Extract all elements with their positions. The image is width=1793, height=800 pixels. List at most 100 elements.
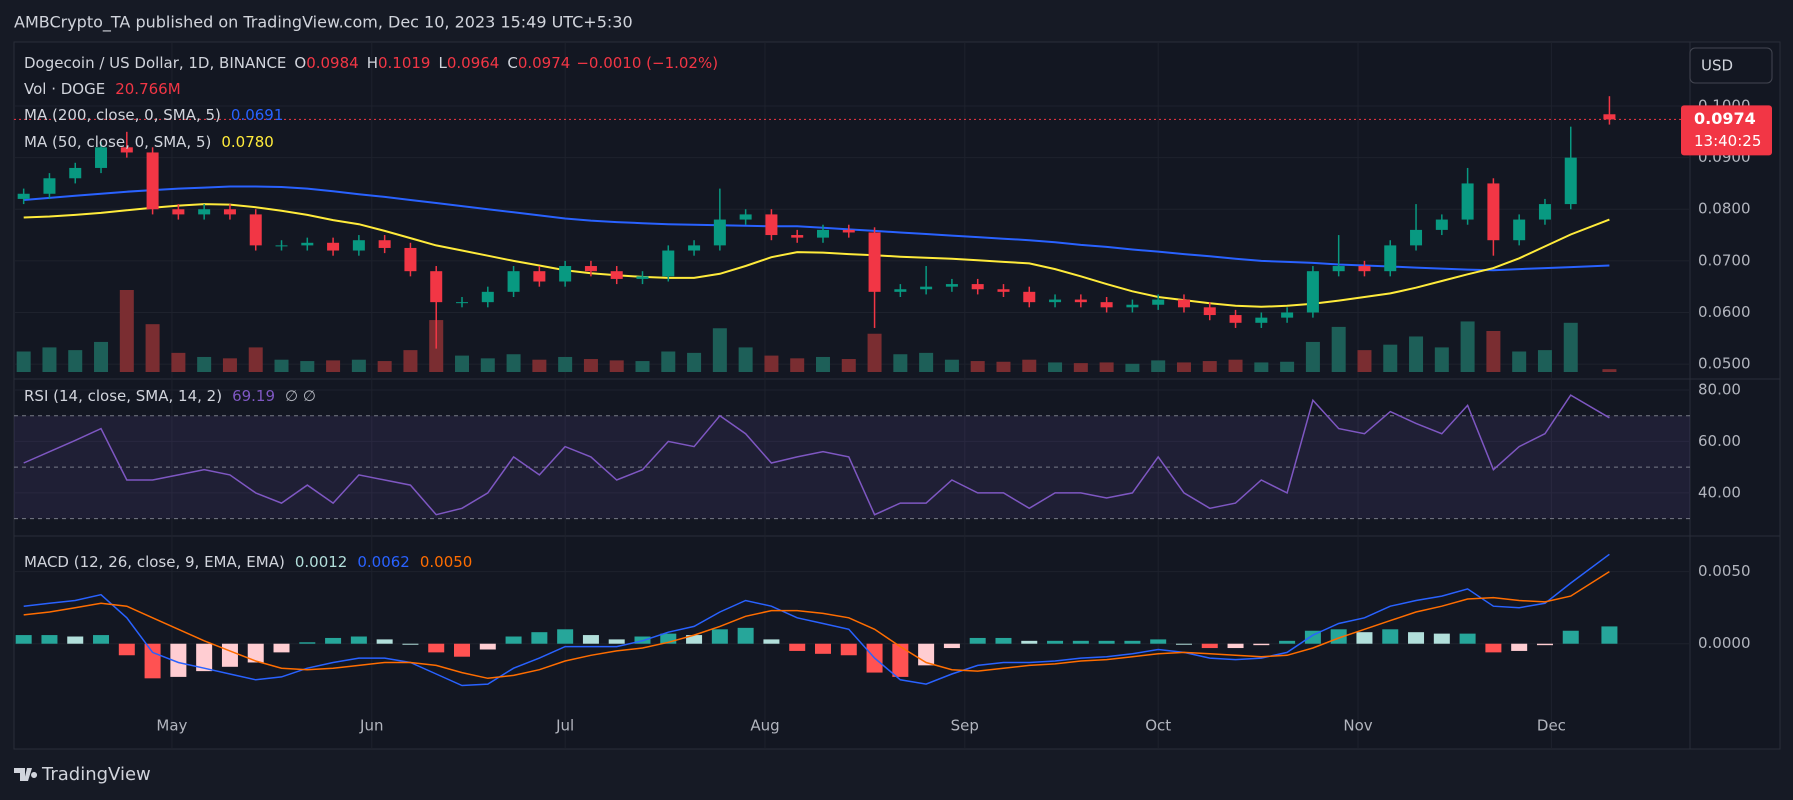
- macd-histogram-bar: [943, 643, 960, 649]
- volume-bar: [558, 356, 573, 372]
- candle-body: [95, 147, 108, 168]
- macd-histogram-bar: [1047, 640, 1064, 644]
- macd-histogram-bar: [1511, 643, 1528, 651]
- x-tick-label: Jun: [359, 717, 383, 735]
- volume-bar: [764, 355, 779, 372]
- macd-histogram-bar: [557, 629, 574, 644]
- volume-bar: [1254, 362, 1269, 372]
- candle-body: [1074, 299, 1087, 303]
- candle-body: [301, 242, 314, 246]
- macd-histogram-bar: [737, 627, 754, 644]
- legend-item: MA (200, close, 0, SMA, 5): [24, 106, 221, 124]
- tradingview-logo: TradingView: [14, 764, 151, 785]
- volume-bar: [738, 347, 753, 372]
- macd-histogram-bar: [1279, 640, 1296, 644]
- candle-body: [275, 245, 288, 247]
- rsi-band: [14, 415, 1690, 519]
- volume-bar: [1022, 359, 1037, 372]
- macd-histogram-bar: [1253, 643, 1270, 646]
- macd-histogram-bar: [1175, 643, 1192, 645]
- volume-bar: [506, 354, 521, 372]
- currency-label[interactable]: USD: [1701, 57, 1733, 75]
- candle-body: [1100, 302, 1113, 308]
- candle-body: [1384, 245, 1397, 272]
- logo-mark: [14, 768, 38, 781]
- macd-histogram-bar: [531, 632, 548, 644]
- candle-body: [584, 266, 597, 272]
- legend-item: −0.0010 (−1.02%): [576, 54, 718, 72]
- x-tick-label: Oct: [1145, 717, 1171, 735]
- volume-bar: [145, 324, 160, 372]
- macd-histogram-bar: [15, 635, 32, 644]
- volume-bar: [1125, 363, 1140, 372]
- volume-bar: [609, 360, 624, 372]
- candle-body: [1049, 299, 1062, 303]
- volume-bar: [1048, 362, 1063, 372]
- candle-body: [636, 276, 649, 279]
- legend-row: RSI (14, close, SMA, 14, 2) 69.19 ∅ ∅: [24, 387, 316, 405]
- legend-item: 20.766M: [115, 80, 180, 98]
- candle-body: [1126, 304, 1139, 308]
- legend-item: RSI (14, close, SMA, 14, 2): [24, 387, 222, 405]
- volume-bar: [1512, 351, 1527, 372]
- volume-bar: [841, 359, 856, 372]
- candle-body: [120, 147, 133, 153]
- volume-bar: [661, 351, 676, 372]
- legend-item: Vol · DOGE: [24, 80, 105, 98]
- macd-histogram-bar: [505, 636, 522, 644]
- volume-bar: [893, 354, 908, 372]
- volume-bar: [1460, 321, 1475, 372]
- y-tick-label: 60.00: [1698, 432, 1741, 450]
- candle-body: [352, 240, 365, 251]
- volume-bar: [1228, 359, 1243, 372]
- volume-bar: [867, 333, 882, 372]
- candle-body: [1306, 271, 1319, 313]
- y-tick-label: 0.0800: [1698, 200, 1751, 218]
- candle-body: [43, 178, 56, 194]
- currency-button[interactable]: [1689, 47, 1773, 84]
- last-price-label: 0.0974: [1694, 109, 1756, 128]
- macd-histogram-bar: [608, 639, 625, 644]
- macd-histogram-bar: [376, 639, 393, 644]
- y-tick-label: 0.0700: [1698, 251, 1751, 269]
- volume-bar: [1099, 362, 1114, 372]
- volume-bar: [351, 359, 366, 372]
- legend-row: Dogecoin / US Dollar, 1D, BINANCE O0.0984…: [24, 54, 718, 72]
- volume-bar: [1073, 363, 1088, 372]
- macd-histogram-bar: [93, 635, 110, 644]
- volume-bar: [403, 350, 418, 372]
- candle-body: [1023, 291, 1036, 303]
- candle-body: [868, 232, 881, 292]
- candle-body: [1281, 312, 1294, 318]
- macd-histogram-bar: [995, 637, 1012, 644]
- macd-histogram-bar: [1459, 633, 1476, 644]
- volume-bar: [119, 290, 134, 372]
- macd-histogram-bar: [1382, 629, 1399, 644]
- volume-bar: [222, 358, 237, 372]
- candle-body: [404, 247, 417, 272]
- macd-histogram-bar: [196, 643, 213, 672]
- y-tick-label: 0.0600: [1698, 303, 1751, 321]
- legend-item: Dogecoin / US Dollar, 1D, BINANCE: [24, 54, 286, 72]
- candle-body: [971, 284, 984, 290]
- legend-item: 0.0050: [420, 553, 473, 571]
- volume-bar: [1305, 341, 1320, 372]
- volume-bar: [326, 360, 341, 372]
- legend-row: Vol · DOGE 20.766M: [24, 80, 181, 98]
- volume-bar: [1434, 347, 1449, 372]
- candle-body: [842, 229, 855, 233]
- volume-bar: [455, 355, 470, 372]
- legend-item: MA (50, close, 0, SMA, 5): [24, 133, 211, 151]
- volume-bar: [171, 352, 186, 372]
- macd-histogram-bar: [402, 643, 419, 645]
- macd-histogram-bar: [969, 637, 986, 644]
- macd-histogram-bar: [1562, 630, 1579, 644]
- candle-body: [739, 214, 752, 220]
- candle-body: [945, 284, 958, 287]
- volume-bar: [94, 341, 109, 372]
- macd-histogram-bar: [814, 643, 831, 654]
- candle-body: [327, 242, 340, 251]
- legend-item: 0.0984: [306, 54, 359, 72]
- candle-body: [997, 289, 1010, 292]
